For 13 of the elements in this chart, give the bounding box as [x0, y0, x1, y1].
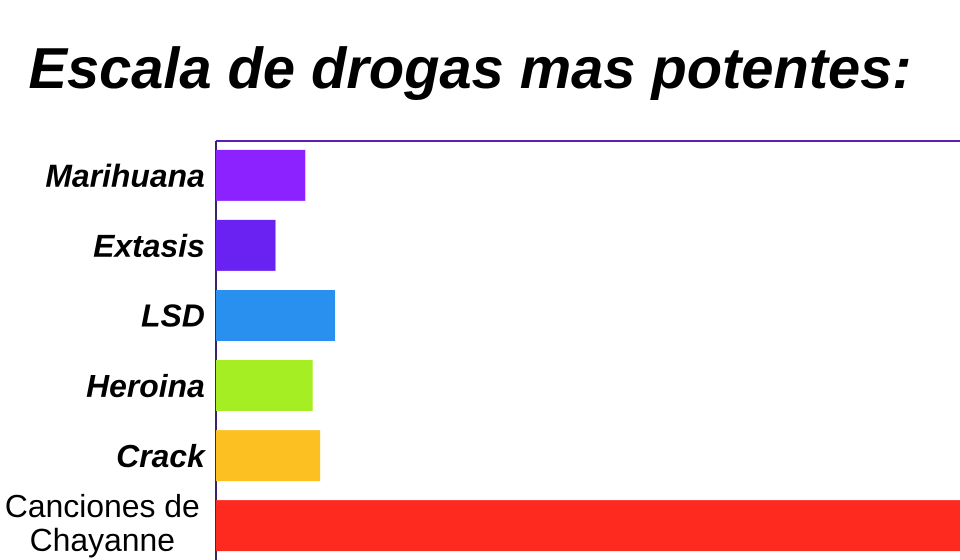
- y-tick-label: Marihuana: [46, 164, 204, 188]
- bar: [216, 220, 276, 271]
- y-tick-label: LSD: [142, 304, 204, 327]
- chart-title: Escala de drogas mas potentes:: [29, 46, 909, 100]
- bar: [216, 290, 336, 341]
- y-tick-label: Extasis: [94, 234, 204, 258]
- bar: [216, 150, 306, 201]
- y-tick-label: Crack: [118, 444, 206, 468]
- bar: [216, 500, 960, 552]
- y-tick-label: Canciones de Chayanne: [6, 494, 198, 558]
- bar: [216, 430, 320, 482]
- y-tick-label: Heroina: [86, 374, 204, 398]
- bar: [216, 360, 313, 412]
